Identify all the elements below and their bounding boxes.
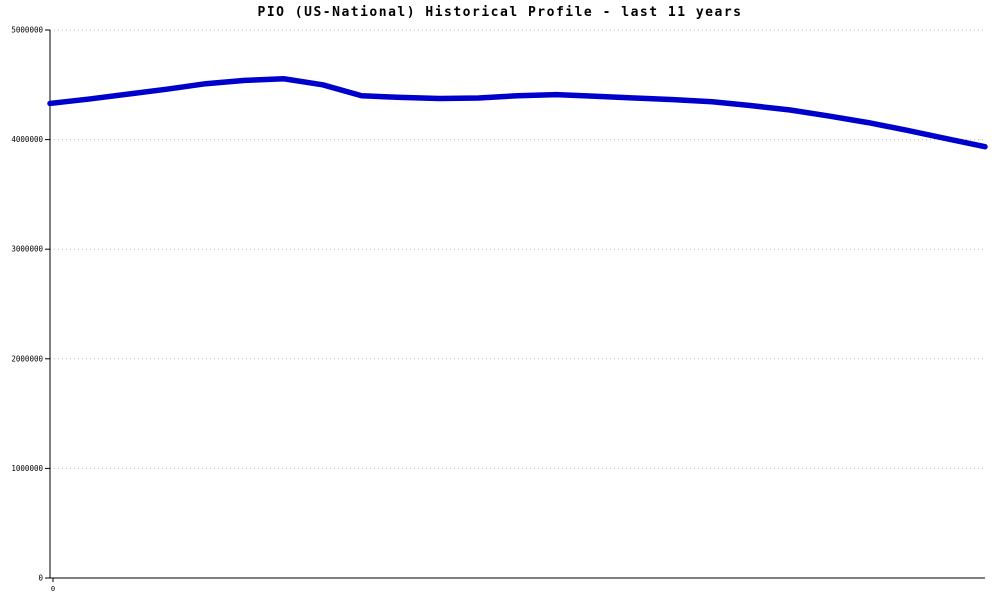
data-line-pio <box>47 76 988 150</box>
chart-title: PIO (US-National) Historical Profile - l… <box>257 5 743 20</box>
y-tick-label: 3000000 <box>11 245 43 254</box>
y-tick-label: 0 <box>38 574 43 583</box>
x-tick-label: 0 <box>51 585 55 593</box>
y-tick-label: 4000000 <box>11 135 43 144</box>
y-tick-label: 2000000 <box>11 354 43 363</box>
y-tick-label: 1000000 <box>11 464 43 473</box>
y-tick-label: 5000000 <box>11 26 43 35</box>
